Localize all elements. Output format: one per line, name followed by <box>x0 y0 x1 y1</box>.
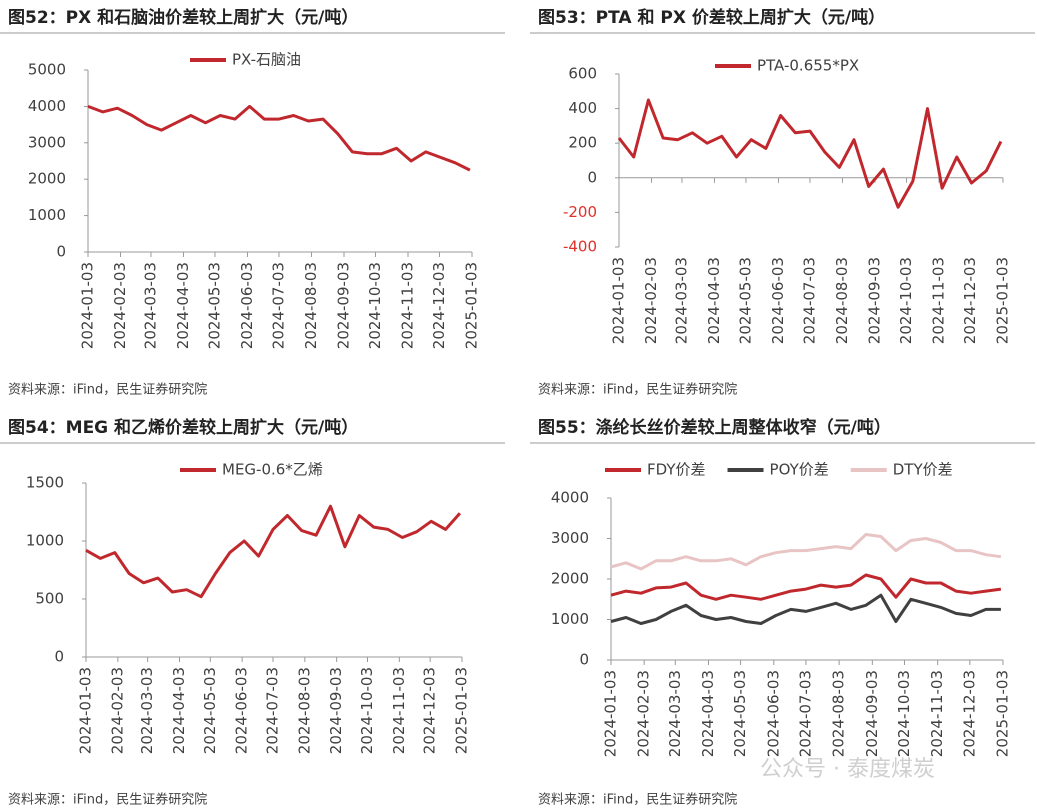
legend-label: MEG-0.6*乙烯 <box>222 461 323 479</box>
y-tick-label: 3000 <box>28 133 66 151</box>
legend-label: DTY价差 <box>893 461 953 479</box>
chart-title: 图52：PX 和石脑油价差较上周扩大（元/吨） <box>8 7 358 28</box>
x-tick-label: 2024-12-03 <box>960 670 978 757</box>
x-tick-label: 2024-09-03 <box>863 670 881 757</box>
series-line <box>87 104 471 172</box>
x-tick-label: 2025-01-03 <box>463 262 481 349</box>
x-tick-label: 2024-08-03 <box>302 262 320 349</box>
y-tick-label: 0 <box>54 648 64 666</box>
x-tick-label: 2024-01-03 <box>610 257 628 344</box>
x-tick-label: 2024-10-03 <box>895 670 913 757</box>
source-note: 资料来源：iFind，民生证券研究院 <box>538 382 737 398</box>
x-tick-label: 2024-07-03 <box>796 670 814 757</box>
x-tick-label: 2024-11-03 <box>399 262 417 349</box>
y-tick-label: 0 <box>579 651 589 669</box>
x-tick-label: 2024-04-03 <box>699 670 717 757</box>
x-tick-label: 2024-03-03 <box>672 257 690 344</box>
source-note: 资料来源：iFind，民生证券研究院 <box>538 792 737 808</box>
y-tick-label: 1500 <box>26 474 64 492</box>
x-tick-label: 2024-04-03 <box>705 257 723 344</box>
x-tick-label: 2024-01-03 <box>77 667 95 754</box>
x-tick-label: 2025-01-03 <box>994 257 1012 344</box>
source-note: 资料来源：iFind，民生证券研究院 <box>8 382 207 398</box>
x-tick-label: 2024-08-03 <box>830 670 848 757</box>
x-tick-label: 2024-03-03 <box>138 667 156 754</box>
x-tick-label: 2024-07-03 <box>800 257 818 344</box>
series-line <box>617 98 1003 209</box>
x-tick-label: 2024-04-03 <box>170 667 188 754</box>
x-tick-label: 2024-08-03 <box>295 667 313 754</box>
legend-label: POY价差 <box>770 461 829 479</box>
x-tick-label: 2024-06-03 <box>238 262 256 349</box>
y-tick-label: -200 <box>563 203 597 221</box>
x-tick-label: 2024-02-03 <box>642 257 660 344</box>
y-tick-label: 2000 <box>28 170 66 188</box>
x-tick-label: 2024-05-03 <box>731 670 749 757</box>
x-tick-label: 2024-02-03 <box>108 667 126 754</box>
x-tick-label: 2024-10-03 <box>897 257 915 344</box>
y-tick-label: 400 <box>568 99 597 117</box>
y-tick-label: 3000 <box>551 529 589 547</box>
y-tick-label: 5000 <box>28 61 66 79</box>
x-tick-label: 2024-09-03 <box>327 667 345 754</box>
x-tick-label: 2024-02-03 <box>635 670 653 757</box>
x-tick-label: 2024-12-03 <box>961 257 979 344</box>
y-tick-label: 2000 <box>551 570 589 588</box>
x-tick-label: 2024-01-03 <box>602 670 620 757</box>
x-tick-label: 2024-06-03 <box>769 257 787 344</box>
y-tick-label: 0 <box>56 243 66 261</box>
watermark: 公众号 · 泰度煤炭 <box>760 757 935 782</box>
x-tick-label: 2024-09-03 <box>335 262 353 349</box>
x-tick-label: 2024-05-03 <box>205 262 223 349</box>
x-tick-label: 2025-01-03 <box>453 667 471 754</box>
source-note: 资料来源：iFind，民生证券研究院 <box>8 792 207 808</box>
x-tick-label: 2024-04-03 <box>174 262 192 349</box>
legend-label: FDY价差 <box>647 461 706 479</box>
y-tick-label: 4000 <box>551 489 589 507</box>
x-tick-label: 2024-05-03 <box>201 667 219 754</box>
legend-label: PX-石脑油 <box>232 51 301 69</box>
legend-label: PTA-0.655*PX <box>757 57 859 75</box>
x-tick-label: 2024-09-03 <box>866 257 884 344</box>
x-tick-label: 2024-06-03 <box>764 670 782 757</box>
series-line <box>85 504 462 599</box>
x-tick-label: 2024-10-03 <box>358 667 376 754</box>
x-tick-label: 2024-12-03 <box>430 262 448 349</box>
y-tick-label: 200 <box>568 134 597 152</box>
x-tick-label: 2024-05-03 <box>736 257 754 344</box>
y-tick-label: 1000 <box>28 206 66 224</box>
y-tick-label: 4000 <box>28 97 66 115</box>
x-tick-label: 2024-06-03 <box>233 667 251 754</box>
x-tick-label: 2024-10-03 <box>366 262 384 349</box>
series-line <box>610 593 1001 625</box>
y-tick-label: -400 <box>563 238 597 256</box>
chart-title: 图54：MEG 和乙烯价差较上周扩大（元/吨） <box>8 417 358 438</box>
y-tick-label: 600 <box>568 65 597 83</box>
x-tick-label: 2024-11-03 <box>390 667 408 754</box>
chart-title: 图55：涤纶长丝价差较上周整体收窄（元/吨） <box>538 417 891 438</box>
x-tick-label: 2024-03-03 <box>141 262 159 349</box>
x-tick-label: 2024-07-03 <box>269 262 287 349</box>
y-tick-label: 500 <box>35 590 64 608</box>
y-tick-label: 0 <box>587 168 597 186</box>
x-tick-label: 2024-11-03 <box>928 670 946 757</box>
x-tick-label: 2024-12-03 <box>421 667 439 754</box>
y-tick-label: 1000 <box>551 610 589 628</box>
x-tick-label: 2024-08-03 <box>833 257 851 344</box>
series-line <box>610 533 1002 571</box>
x-tick-label: 2024-01-03 <box>79 262 97 349</box>
x-tick-label: 2024-03-03 <box>666 670 684 757</box>
x-tick-label: 2024-07-03 <box>263 667 281 754</box>
series-line <box>610 573 1002 601</box>
y-tick-label: 1000 <box>26 532 64 550</box>
x-tick-label: 2025-01-03 <box>994 670 1012 757</box>
chart-title: 图53：PTA 和 PX 价差较上周扩大（元/吨） <box>538 7 885 28</box>
x-tick-label: 2024-11-03 <box>930 257 948 344</box>
x-tick-label: 2024-02-03 <box>111 262 129 349</box>
